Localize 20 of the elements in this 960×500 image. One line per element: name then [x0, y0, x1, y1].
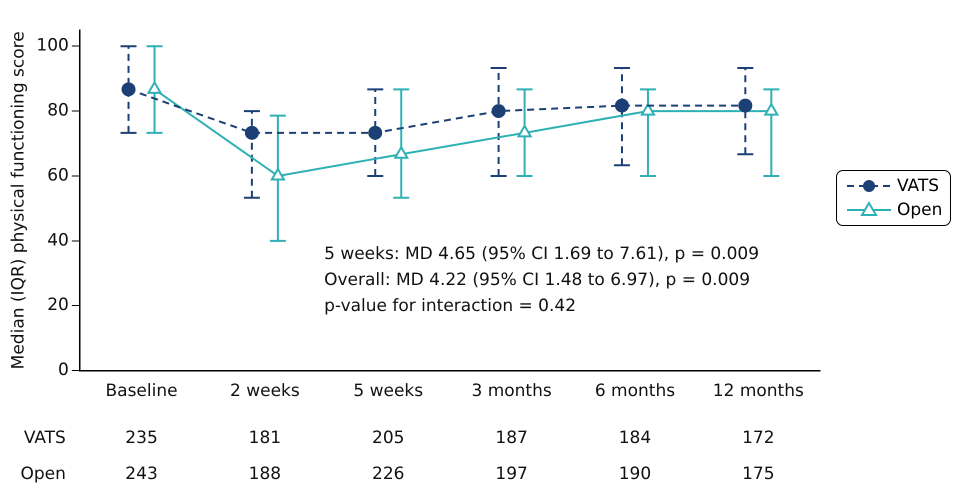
- legend-label: Open: [897, 200, 942, 220]
- x-tick-label: 6 months: [594, 381, 676, 402]
- y-axis-title: Median (IQR) physical functioning score: [8, 31, 29, 370]
- text: VATS 235 181 205 187 184 172: [24, 428, 775, 448]
- y-tick-label: 80: [47, 100, 69, 121]
- x-tick-label: Baseline: [105, 381, 178, 402]
- y-tick-label: 20: [47, 295, 69, 316]
- y-tick-label: 40: [47, 230, 69, 250]
- text: Open 243 188 226 197 190 175: [20, 464, 775, 484]
- annotation: Overall: MD 4.22 (95% CI 1.48 to 6.97), p = 0.009: [324, 270, 750, 290]
- x-tick-label: 2 weeks: [230, 381, 300, 402]
- y-tick-label: 0: [58, 360, 69, 380]
- legend-label: VATS: [897, 176, 940, 196]
- x-tick-label: 12 months: [712, 381, 804, 402]
- annotation: p-value for interaction = 0.42: [324, 296, 576, 316]
- y-tick-label: 100: [36, 36, 69, 56]
- annotation: 5 weeks: MD 4.65 (95% CI 1.69 to 7.61), p = 0.009: [324, 244, 760, 264]
- x-tick-label: 5 weeks: [353, 381, 424, 402]
- x-tick-label: 3 months: [471, 381, 552, 402]
- y-tick-label: 60: [47, 165, 69, 186]
